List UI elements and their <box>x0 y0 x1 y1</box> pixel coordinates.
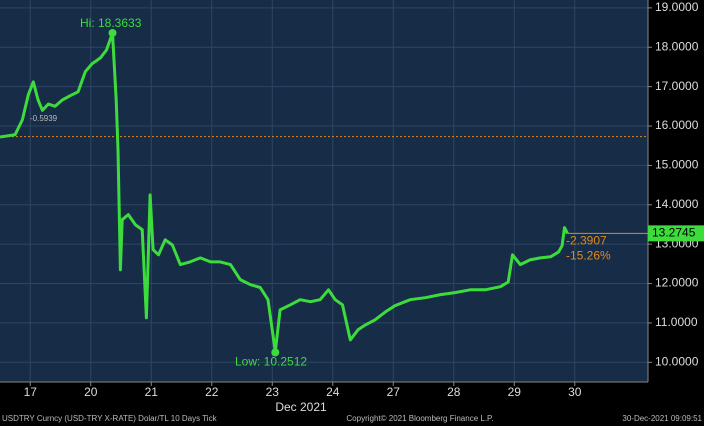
x-tick-label: 27 <box>387 385 401 399</box>
y-tick-label: 15.0000 <box>655 158 699 172</box>
footer-right: 30-Dec-2021 09:09:51 <box>622 414 702 423</box>
high-marker <box>108 28 117 37</box>
footer-center: Copyright© 2021 Bloomberg Finance L.P. <box>346 414 493 423</box>
x-tick-label: 29 <box>508 385 522 399</box>
x-tick-label: 20 <box>84 385 98 399</box>
y-tick-label: 11.0000 <box>655 315 698 329</box>
x-tick-label: 22 <box>205 385 219 399</box>
x-tick-label: 17 <box>24 385 38 399</box>
y-tick-label: 12.0000 <box>655 276 699 290</box>
start-change-label: -0.5939 <box>30 114 58 123</box>
change-label: -2.3907 <box>566 234 607 248</box>
x-axis-label: Dec 2021 <box>275 400 327 414</box>
low-label: Low: 10.2512 <box>235 355 307 369</box>
y-tick-label: 10.0000 <box>655 354 699 368</box>
x-tick-label: 24 <box>326 385 340 399</box>
last-price-label: 13.2745 <box>652 226 696 240</box>
y-tick-label: 16.0000 <box>655 118 699 132</box>
plot-area <box>0 0 648 382</box>
x-tick-label: 28 <box>447 385 461 399</box>
footer-left: USDTRY Curncy (USD-TRY X-RATE) Dolar/TL … <box>2 414 218 423</box>
y-tick-label: 18.0000 <box>655 39 699 53</box>
y-tick-label: 17.0000 <box>655 79 699 93</box>
y-tick-label: 19.0000 <box>655 0 699 14</box>
x-tick-label: 23 <box>266 385 280 399</box>
last-price-box <box>648 225 704 242</box>
high-label: Hi: 18.3633 <box>80 16 142 30</box>
price-line <box>0 31 569 354</box>
low-marker <box>271 348 280 357</box>
change-pct-label: -15.26% <box>566 249 611 263</box>
x-tick-label: 21 <box>145 385 159 399</box>
y-tick-label: 14.0000 <box>655 197 699 211</box>
x-tick-label: 30 <box>568 385 582 399</box>
